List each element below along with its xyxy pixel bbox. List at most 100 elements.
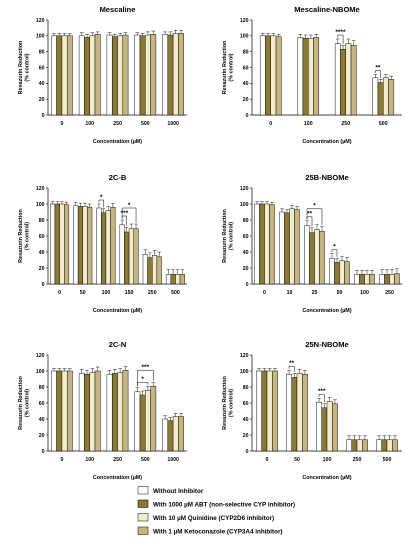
x-tick-label: 1000 — [167, 457, 179, 463]
y-axis-label-line: (% control) — [25, 53, 31, 81]
bar — [369, 274, 375, 285]
y-tick-label: 0 — [246, 282, 249, 288]
y-axis-label: Resazurin Reduction (% control) — [18, 41, 31, 95]
bar — [392, 439, 398, 452]
legend-item: Without Inhibitor — [137, 486, 204, 495]
bar — [383, 77, 389, 116]
x-tick-label: 100 — [102, 290, 111, 296]
significance-label: * — [313, 203, 316, 210]
bar — [61, 370, 68, 452]
y-tick-label: 100 — [36, 202, 45, 208]
y-tick-label: 60 — [243, 65, 249, 71]
x-tick-label: 1000 — [167, 121, 179, 127]
bar — [345, 43, 352, 116]
x-tick-label: 250 — [385, 290, 394, 296]
bar — [150, 385, 157, 452]
y-tick-label: 120 — [36, 18, 45, 24]
y-axis-label-line: (% control) — [229, 389, 235, 417]
x-tick-label: 250 — [113, 121, 122, 127]
bar — [394, 273, 400, 285]
bar — [73, 205, 79, 285]
legend-item: With 1 µM Ketoconazole (CYP3A4 inhibitor… — [137, 526, 283, 536]
bar — [89, 35, 96, 116]
bar — [111, 373, 118, 452]
bar — [77, 206, 83, 285]
y-tick-label: 120 — [240, 186, 249, 192]
y-tick-label: 80 — [39, 218, 45, 224]
bar — [162, 418, 169, 452]
bar — [254, 203, 260, 285]
bar — [156, 256, 162, 285]
bar — [51, 35, 57, 116]
bar — [172, 416, 179, 452]
bar — [124, 231, 130, 285]
panel-1: Mescaline-NBOMe 0 20 40 60 80 100 120 Resazurin … — [222, 5, 402, 145]
bar — [340, 49, 346, 116]
significance-label: ** — [375, 64, 381, 71]
x-tick-label: 100 — [85, 457, 94, 463]
bar — [376, 439, 382, 452]
bar — [84, 373, 90, 452]
bar — [94, 34, 101, 116]
y-tick-label: 100 — [240, 34, 249, 40]
significance-label: *** — [318, 388, 326, 395]
y-axis-label-line: Resazurin Reduction — [222, 41, 228, 95]
bar — [356, 439, 363, 452]
x-tick-label: 100 — [85, 121, 94, 127]
panel-title: 2C-N — [109, 340, 127, 349]
bar — [308, 37, 314, 116]
significance-label: * — [333, 243, 336, 250]
panel-title: Mescaline — [100, 5, 136, 14]
significance-bracket — [331, 249, 338, 257]
legend-swatch — [137, 513, 149, 522]
bar — [122, 34, 129, 116]
bar — [110, 206, 116, 285]
y-tick-label: 100 — [240, 202, 249, 208]
bar — [63, 204, 70, 285]
y-tick-label: 60 — [39, 65, 45, 71]
x-tick-label: 500 — [141, 121, 150, 127]
bar — [145, 389, 151, 452]
legend-label: With 1 µM Ketoconazole (CYP3A4 inhibitor… — [153, 529, 283, 536]
y-tick-label: 40 — [243, 250, 249, 256]
bar — [264, 203, 270, 285]
panel-title: 2C-B — [109, 173, 127, 182]
x-axis-label: Concentration (µM) — [302, 475, 351, 481]
bar — [329, 258, 335, 285]
y-axis-label-line: (% control) — [229, 222, 235, 250]
y-axis-label: Resazurin Reduction (% control) — [18, 376, 31, 430]
bar — [165, 274, 172, 285]
bar — [152, 254, 158, 285]
y-tick-label: 20 — [39, 266, 45, 272]
bar — [175, 274, 181, 285]
bar — [334, 43, 341, 116]
significance-bracket — [337, 34, 344, 44]
significance-bracket — [98, 199, 104, 208]
x-tick-label: 0 — [60, 457, 63, 463]
significance-label: * — [100, 194, 103, 201]
y-tick-label: 60 — [243, 401, 249, 407]
bar — [319, 230, 325, 285]
x-tick-label: 250 — [148, 290, 157, 296]
y-tick-label: 40 — [243, 81, 249, 87]
x-tick-label: 500 — [379, 121, 388, 127]
y-axis-label-line: (% control) — [25, 222, 31, 250]
panel-title: 25N-NBOMe — [305, 340, 348, 349]
y-tick-label: 20 — [39, 433, 45, 439]
bar — [162, 34, 169, 116]
bar — [66, 35, 73, 116]
bar — [101, 212, 107, 285]
bar — [379, 274, 385, 285]
significance-bracket — [121, 207, 137, 223]
bar — [304, 225, 310, 285]
y-axis-label: Resazurin Reduction (% control) — [222, 209, 235, 263]
x-tick-label: 50 — [337, 290, 343, 296]
x-axis-label: Concentration (µM) — [302, 139, 351, 145]
bar — [167, 420, 174, 452]
y-tick-label: 20 — [243, 97, 249, 103]
y-tick-label: 40 — [39, 417, 45, 423]
bar — [294, 209, 300, 285]
x-tick-label: 100 — [323, 457, 332, 463]
y-tick-label: 60 — [243, 234, 249, 240]
